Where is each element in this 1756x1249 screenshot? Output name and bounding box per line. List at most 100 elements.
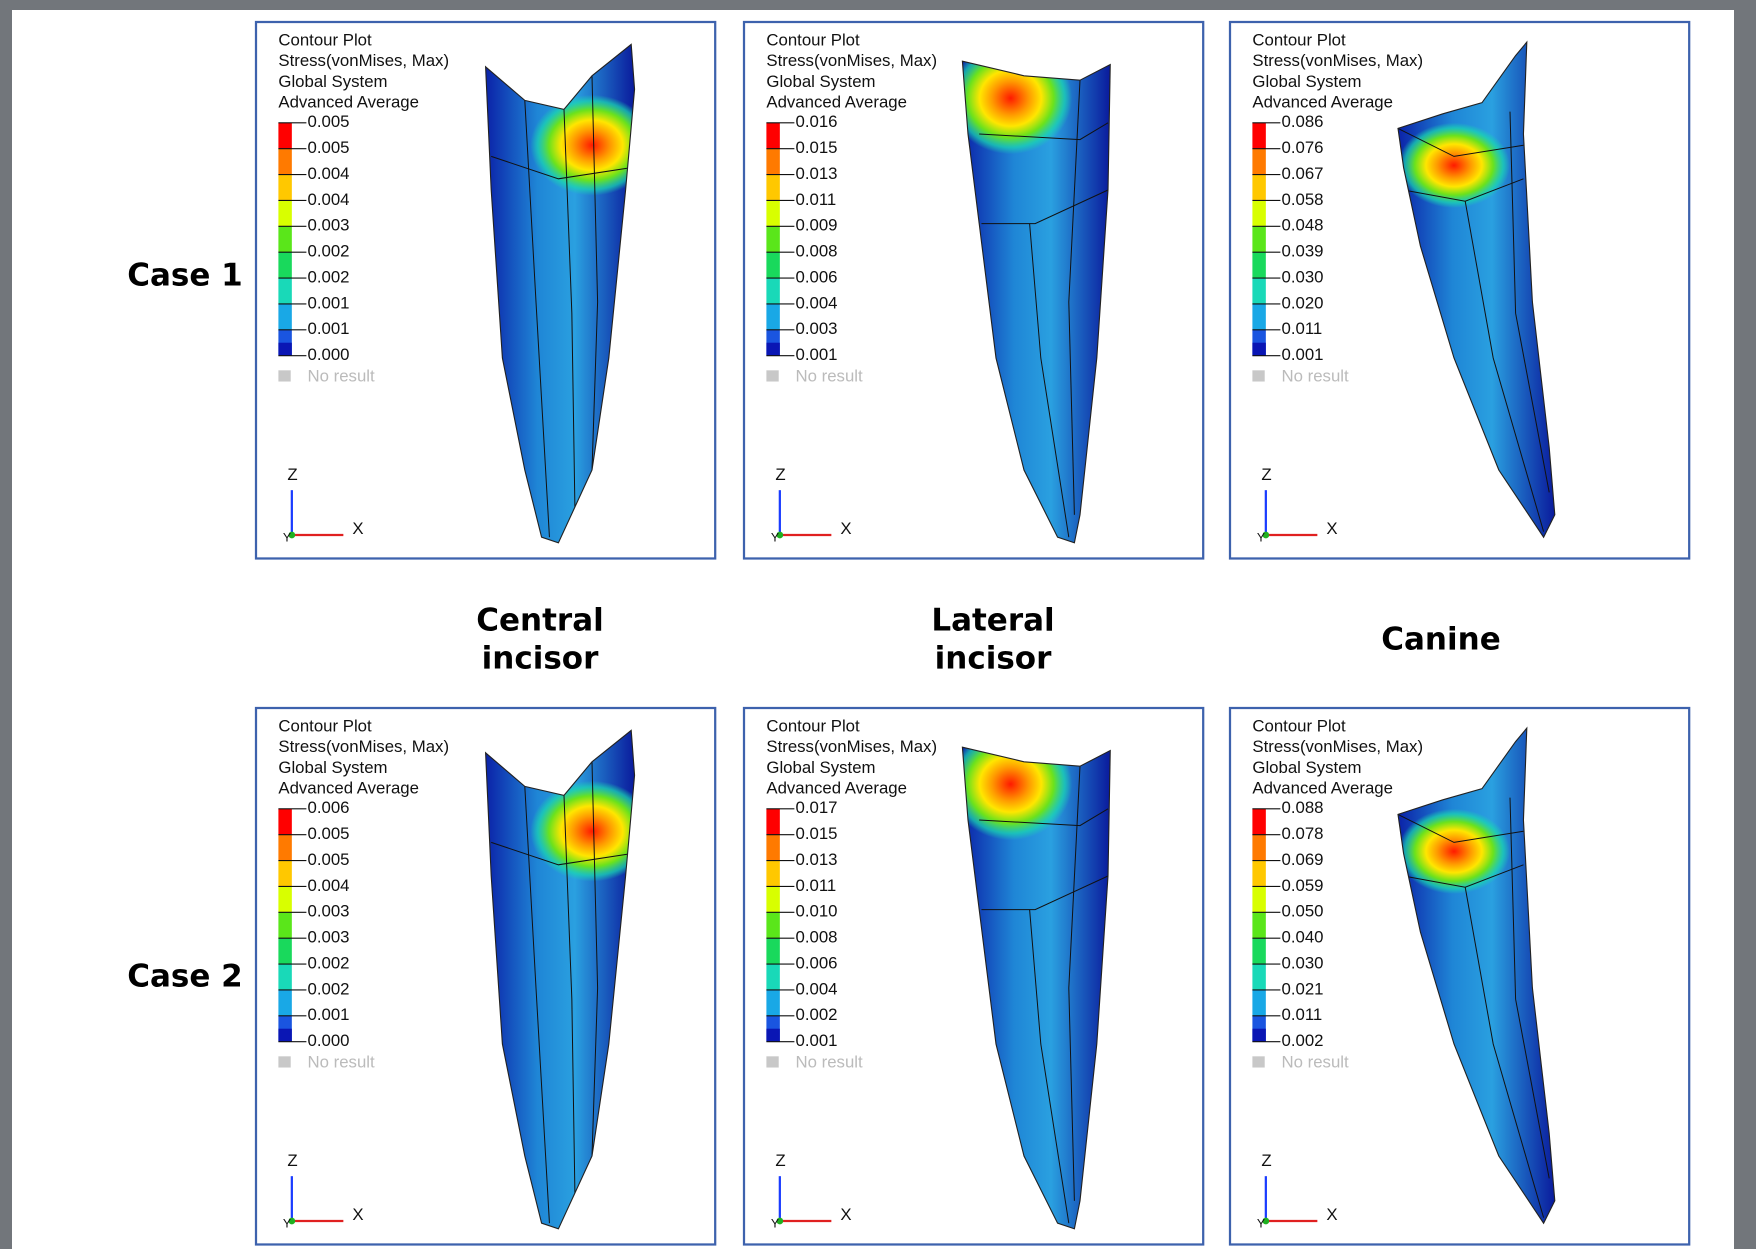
legend-label: 0.004 (796, 293, 838, 312)
plot-header: Global System (278, 72, 387, 91)
legend-label: 0.004 (308, 190, 350, 209)
legend-color (766, 252, 779, 278)
plot-header: Global System (1252, 72, 1361, 91)
page: Case 1Case 2CentralincisorLateralincisor… (0, 0, 1756, 1249)
legend-label: 0.005 (308, 138, 350, 157)
legend-label: 0.011 (796, 876, 837, 895)
plot-header: Stress(vonMises, Max) (1252, 51, 1423, 70)
no-result-label: No result (796, 1052, 863, 1071)
plot-header: Stress(vonMises, Max) (278, 51, 449, 70)
legend-color (1252, 809, 1265, 835)
legend-label: 0.059 (1282, 876, 1324, 895)
plot-header: Stress(vonMises, Max) (766, 737, 937, 756)
column-label: Central (476, 603, 604, 639)
column-label: incisor (482, 641, 599, 677)
legend-label: 0.005 (308, 824, 350, 843)
legend-color (766, 1029, 779, 1042)
legend-color (1252, 835, 1265, 861)
legend-label: 0.002 (308, 267, 350, 286)
legend-color (278, 278, 291, 304)
legend-color (278, 809, 291, 835)
legend-label: 0.020 (1282, 293, 1324, 312)
legend-color (1252, 252, 1265, 278)
no-result-label: No result (1282, 366, 1349, 385)
legend-color (278, 200, 291, 226)
legend-label: 0.058 (1282, 190, 1324, 209)
figure: Case 1Case 2CentralincisorLateralincisor… (0, 0, 1756, 1249)
plot-header: Advanced Average (766, 93, 907, 112)
axis-y-label: Y (1257, 531, 1265, 545)
legend-color (1252, 278, 1265, 304)
legend-label: 0.008 (796, 242, 838, 261)
legend-label: 0.005 (308, 112, 350, 131)
axis-z-label: Z (775, 465, 785, 484)
legend-label: 0.076 (1282, 138, 1324, 157)
plot-header: Contour Plot (1252, 30, 1346, 49)
legend-color (766, 938, 779, 964)
legend-color (278, 175, 291, 201)
stress-hotspot (1398, 123, 1510, 208)
legend-label: 0.050 (1282, 902, 1324, 921)
legend-label: 0.003 (308, 216, 350, 235)
legend-color (766, 964, 779, 990)
legend-color (1252, 1029, 1265, 1042)
axis-z-label: Z (775, 1151, 785, 1170)
axis-z-label: Z (287, 465, 297, 484)
legend-label: 0.048 (1282, 216, 1324, 235)
legend-label: 0.008 (796, 928, 838, 947)
legend-color (766, 886, 779, 912)
legend-label: 0.040 (1282, 928, 1324, 947)
legend-label: 0.002 (308, 979, 350, 998)
no-result-swatch (1252, 370, 1264, 381)
legend-color (766, 912, 779, 938)
axis-z-label: Z (1261, 1151, 1271, 1170)
axis-x-label: X (352, 1205, 363, 1224)
legend-color (278, 226, 291, 252)
contour-panel: Contour PlotStress(vonMises, Max)Global … (256, 708, 715, 1244)
legend-color (278, 990, 291, 1016)
legend-label: 0.001 (308, 293, 350, 312)
legend-label: 0.015 (796, 824, 838, 843)
legend-label: 0.017 (796, 798, 838, 817)
no-result-label: No result (308, 1052, 375, 1071)
legend-label: 0.001 (1282, 345, 1324, 364)
legend-label: 0.001 (308, 319, 350, 338)
column-label: Canine (1381, 622, 1500, 658)
no-result-label: No result (796, 366, 863, 385)
legend-label: 0.021 (1282, 979, 1324, 998)
plot-header: Stress(vonMises, Max) (1252, 737, 1423, 756)
axis-y-label: Y (283, 1217, 291, 1231)
axis-x-label: X (352, 519, 363, 538)
legend-color (278, 1029, 291, 1042)
legend-label: 0.001 (796, 345, 838, 364)
legend-label: 0.006 (308, 798, 350, 817)
legend-label: 0.000 (308, 345, 350, 364)
legend-label: 0.010 (796, 902, 838, 921)
legend-color (1252, 343, 1265, 356)
legend-label: 0.009 (796, 216, 838, 235)
legend-label: 0.013 (796, 164, 838, 183)
no-result-label: No result (1282, 1052, 1349, 1071)
legend-label: 0.001 (796, 1031, 838, 1050)
legend-color (766, 200, 779, 226)
legend-color (766, 343, 779, 356)
legend-label: 0.004 (308, 876, 350, 895)
legend-color (278, 861, 291, 887)
legend-color (766, 304, 779, 330)
legend-label: 0.078 (1282, 824, 1324, 843)
legend-color (278, 123, 291, 149)
legend-label: 0.088 (1282, 798, 1324, 817)
legend-color (1252, 861, 1265, 887)
axis-x-label: X (840, 1205, 851, 1224)
plot-header: Global System (766, 72, 875, 91)
legend-label: 0.004 (796, 979, 838, 998)
legend-color (766, 809, 779, 835)
legend-color (278, 964, 291, 990)
axis-z-label: Z (1261, 465, 1271, 484)
legend-label: 0.000 (308, 1031, 350, 1050)
legend-color (766, 175, 779, 201)
legend-color (1252, 964, 1265, 990)
plot-header: Global System (766, 758, 875, 777)
legend-label: 0.006 (796, 953, 838, 972)
axis-x-label: X (1326, 1205, 1337, 1224)
